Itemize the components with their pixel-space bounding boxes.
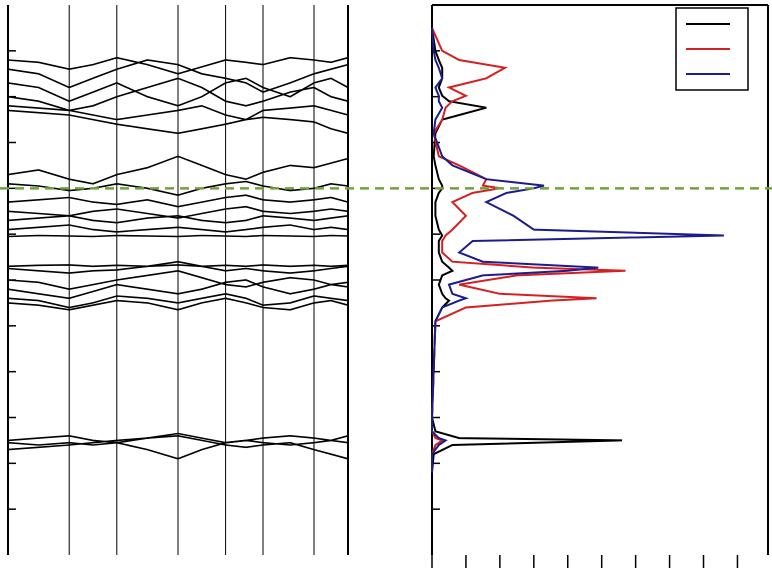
band <box>7 104 349 121</box>
band <box>7 224 349 233</box>
band <box>7 432 349 444</box>
band <box>7 214 349 224</box>
band <box>7 59 349 93</box>
band <box>7 279 349 300</box>
band <box>7 292 349 309</box>
band <box>7 234 349 238</box>
band <box>7 194 349 208</box>
band <box>7 56 349 75</box>
band <box>7 269 349 291</box>
band <box>7 109 349 135</box>
band <box>7 260 349 274</box>
band <box>7 434 349 460</box>
band <box>7 155 349 185</box>
band <box>7 205 349 219</box>
band <box>7 297 349 311</box>
band <box>7 77 349 107</box>
dos-curve <box>431 27 724 473</box>
band <box>7 77 349 112</box>
